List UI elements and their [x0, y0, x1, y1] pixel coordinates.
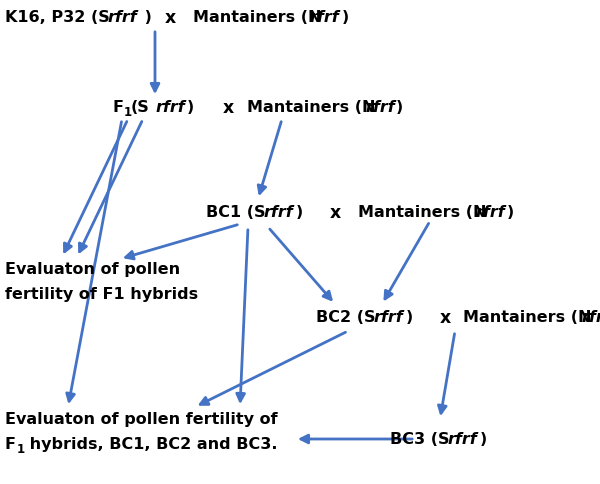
Text: x: x: [223, 99, 234, 117]
Text: ): ): [480, 432, 487, 447]
Text: rfrf: rfrf: [448, 432, 478, 447]
Text: rfrf: rfrf: [107, 11, 137, 26]
Text: ): ): [187, 100, 194, 115]
Text: rfrf: rfrf: [310, 11, 340, 26]
Text: Mantainers (N: Mantainers (N: [358, 205, 487, 220]
Text: Mantainers (N: Mantainers (N: [193, 11, 322, 26]
Text: BC1 (S: BC1 (S: [206, 205, 265, 220]
Text: ): ): [406, 310, 413, 325]
Text: F: F: [5, 437, 16, 452]
Text: Mantainers (N: Mantainers (N: [463, 310, 592, 325]
Text: x: x: [440, 308, 451, 326]
Text: BC2 (S: BC2 (S: [316, 310, 376, 325]
Text: Mantainers (N: Mantainers (N: [247, 100, 376, 115]
Text: rfrf: rfrf: [581, 310, 600, 325]
Text: 1: 1: [17, 442, 25, 455]
Text: ): ): [342, 11, 349, 26]
Text: x: x: [165, 9, 176, 27]
Text: BC3 (S: BC3 (S: [390, 432, 449, 447]
Text: x: x: [330, 204, 341, 222]
Text: 1: 1: [124, 106, 132, 119]
Text: rfrf: rfrf: [264, 205, 294, 220]
Text: rfrf: rfrf: [365, 100, 395, 115]
Text: ): ): [396, 100, 403, 115]
Text: F: F: [112, 100, 123, 115]
Text: ): ): [507, 205, 514, 220]
Text: fertility of F1 hybrids: fertility of F1 hybrids: [5, 287, 198, 302]
Text: Evaluaton of pollen: Evaluaton of pollen: [5, 262, 180, 277]
Text: rfrf: rfrf: [155, 100, 185, 115]
Text: ): ): [296, 205, 303, 220]
Text: ): ): [139, 11, 152, 26]
Text: Evaluaton of pollen fertility of: Evaluaton of pollen fertility of: [5, 412, 278, 426]
Text: rfrf: rfrf: [476, 205, 506, 220]
Text: (S: (S: [131, 100, 150, 115]
Text: hybrids, BC1, BC2 and BC3.: hybrids, BC1, BC2 and BC3.: [24, 437, 277, 452]
Text: K16, P32 (S: K16, P32 (S: [5, 11, 110, 26]
Text: rfrf: rfrf: [374, 310, 404, 325]
